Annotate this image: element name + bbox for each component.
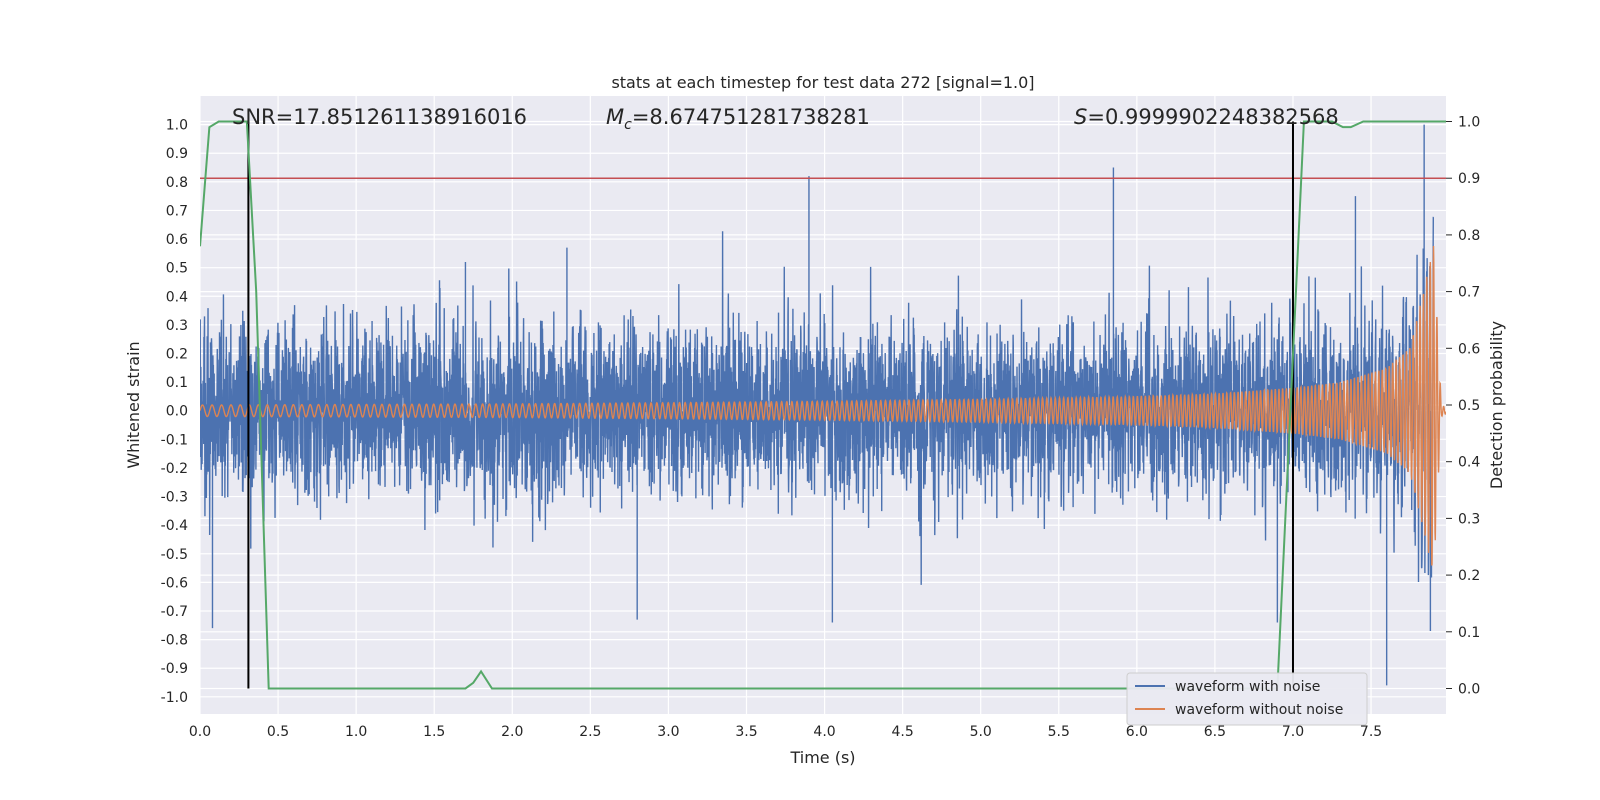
y-tick-label: -0.2 bbox=[161, 461, 188, 477]
s-annotation: S=0.9999902248382568 bbox=[1074, 105, 1339, 129]
x-tick-label: 7.5 bbox=[1360, 724, 1382, 740]
x-tick-label: 5.5 bbox=[1048, 724, 1070, 740]
y-tick-label: -0.7 bbox=[161, 604, 188, 620]
y2-axis-label: Detection probability bbox=[1487, 321, 1506, 489]
y-tick-label: -0.1 bbox=[161, 432, 188, 448]
legend-box bbox=[1126, 672, 1368, 726]
x-tick-label: 2.5 bbox=[579, 724, 601, 740]
series-detection-probability bbox=[200, 120, 1446, 690]
y2-tick-label: 1.0 bbox=[1458, 115, 1480, 131]
y-tick-label: -0.6 bbox=[161, 575, 188, 591]
series-waveform-without-noise bbox=[200, 246, 1446, 566]
x-tick-label: 7.0 bbox=[1282, 724, 1304, 740]
x-tick-label: 6.0 bbox=[1126, 724, 1148, 740]
legend-label-noise: waveform with noise bbox=[1175, 679, 1320, 695]
x-tick-label: 6.5 bbox=[1204, 724, 1226, 740]
x-tick-label: 0.0 bbox=[189, 724, 211, 740]
y2-tick-label: 0.8 bbox=[1458, 228, 1480, 244]
legend-label-clean: waveform without noise bbox=[1175, 702, 1343, 718]
x-tick-label: 3.0 bbox=[657, 724, 679, 740]
x-axis: 0.0 0.5 1.0 1.5 2.0 2.5 3.0 3.5 4.0 4.5 5.0 5.5 6.0 6… bbox=[189, 724, 1382, 740]
x-tick-label: 2.0 bbox=[501, 724, 523, 740]
chirp-mass-subscript: c bbox=[624, 117, 632, 133]
y2-tick-label: 0.0 bbox=[1458, 681, 1480, 697]
y2-tick-label: 0.5 bbox=[1458, 398, 1480, 414]
s-value: =0.9999902248382568 bbox=[1087, 105, 1338, 129]
y-tick-label: -0.3 bbox=[161, 490, 188, 506]
x-axis-label: Time (s) bbox=[789, 748, 855, 767]
y2-tick-label: 0.3 bbox=[1458, 511, 1480, 527]
y-tick-label: 0.8 bbox=[166, 175, 188, 191]
x-tick-label: 5.0 bbox=[970, 724, 992, 740]
y-tick-label: -1.0 bbox=[161, 690, 188, 706]
s-symbol: S bbox=[1074, 105, 1087, 129]
y-tick-label: 1.0 bbox=[166, 118, 188, 134]
y-tick-label: 0.6 bbox=[166, 232, 188, 248]
y-tick-label: -0.9 bbox=[161, 661, 188, 677]
y2-tick-label: 0.4 bbox=[1458, 455, 1480, 471]
x-tick-label: 1.5 bbox=[423, 724, 445, 740]
y-tick-label: 0.9 bbox=[166, 146, 188, 162]
chirp-mass-annotation: Mc=8.674751281738281 bbox=[606, 105, 870, 133]
x-tick-label: 3.5 bbox=[735, 724, 757, 740]
y2-tick-label: 0.7 bbox=[1458, 285, 1480, 301]
y2-tick-label: 0.2 bbox=[1458, 568, 1480, 584]
y-tick-label: 0.4 bbox=[166, 289, 188, 305]
chirp-mass-symbol: M bbox=[606, 105, 624, 129]
x-tick-label: 0.5 bbox=[267, 724, 289, 740]
series-layer bbox=[200, 120, 1446, 690]
y-tick-label: 0.0 bbox=[166, 404, 188, 420]
y2-tick-label: 0.1 bbox=[1458, 625, 1480, 641]
y-tick-label: -0.8 bbox=[161, 633, 188, 649]
x-tick-label: 4.5 bbox=[891, 724, 913, 740]
legend: waveform with noise waveform without noi… bbox=[1126, 672, 1368, 726]
y2-tick-label: 0.6 bbox=[1458, 341, 1480, 357]
y-tick-label: -0.4 bbox=[161, 518, 188, 534]
chart-title: stats at each timestep for test data 272… bbox=[611, 73, 1034, 92]
y-tick-label: 0.7 bbox=[166, 203, 188, 219]
y-tick-label: 0.3 bbox=[166, 318, 188, 334]
chirp-mass-value: =8.674751281738281 bbox=[632, 105, 870, 129]
y-tick-label: 0.2 bbox=[166, 347, 188, 363]
y-axis-label: Whitened strain bbox=[124, 341, 143, 468]
y2-tick-label: 0.9 bbox=[1458, 171, 1480, 187]
y-tick-label: 0.5 bbox=[166, 261, 188, 277]
x-tick-label: 4.0 bbox=[813, 724, 835, 740]
x-tick-label: 1.0 bbox=[345, 724, 367, 740]
y-tick-label: -0.5 bbox=[161, 547, 188, 563]
y-tick-label: 0.1 bbox=[166, 375, 188, 391]
y-axis-left: 1.0 0.9 0.8 0.7 0.6 0.5 0.4 0.3 0.2 0.1 0.0 -0.1 -0.… bbox=[161, 118, 188, 706]
snr-annotation: SNR=17.851261138916016 bbox=[232, 105, 527, 129]
y-axis-right: 1.0 0.9 0.8 0.7 0.6 0.5 0.4 0.3 0.2 0.1 0.0 bbox=[1446, 115, 1480, 697]
